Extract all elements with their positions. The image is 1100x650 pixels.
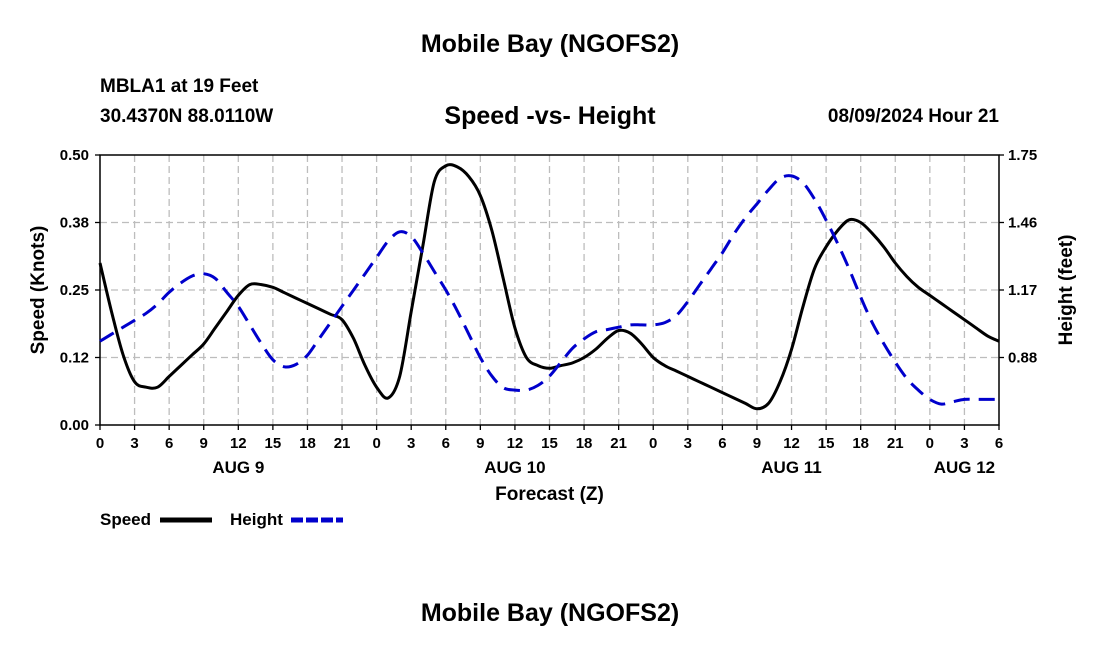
x-axis-title: Forecast (Z) bbox=[495, 484, 604, 505]
x-tick-label: 3 bbox=[684, 435, 692, 452]
page-title: Mobile Bay (NGOFS2) bbox=[420, 30, 680, 58]
legend: Speed Height bbox=[100, 510, 343, 529]
x-tick-label: 21 bbox=[610, 435, 627, 452]
x-tick-label: 12 bbox=[783, 435, 800, 452]
x-tick-label: 12 bbox=[507, 435, 524, 452]
y-tick-label: 0.00 bbox=[60, 417, 89, 434]
x-tick-label: 9 bbox=[753, 435, 761, 452]
x-tick-label: 0 bbox=[96, 435, 104, 452]
x-tick-label: 18 bbox=[299, 435, 316, 452]
x-tick-label: 6 bbox=[442, 435, 450, 452]
y-tick-label: 0.38 bbox=[60, 215, 89, 232]
station-coordinates: 30.4370N 88.0110W bbox=[100, 106, 274, 127]
x-tick-label: 3 bbox=[407, 435, 415, 452]
x-tick-label: 12 bbox=[230, 435, 247, 452]
grid bbox=[100, 155, 999, 425]
x-tick-label: 6 bbox=[165, 435, 173, 452]
y-tick-label: 0.12 bbox=[60, 350, 89, 367]
y2-tick-label: 1.46 bbox=[1008, 215, 1037, 232]
x-tick-label: 15 bbox=[265, 435, 282, 452]
x-date-label: AUG 12 bbox=[934, 458, 995, 477]
legend-speed-label: Speed bbox=[100, 510, 151, 529]
x-date-label: AUG 11 bbox=[761, 458, 821, 477]
x-tick-label: 3 bbox=[960, 435, 968, 452]
x-tick-label: 18 bbox=[576, 435, 593, 452]
x-tick-label: 6 bbox=[995, 435, 1003, 452]
x-tick-label: 0 bbox=[372, 435, 380, 452]
x-tick-label: 15 bbox=[818, 435, 835, 452]
y-tick-label: 0.50 bbox=[60, 147, 89, 164]
station-label: MBLA1 at 19 Feet bbox=[100, 76, 259, 97]
y2-axis-title: Height (feet) bbox=[1056, 235, 1077, 346]
chart-subtitle: Speed -vs- Height bbox=[444, 102, 656, 130]
x-tick-label: 9 bbox=[200, 435, 208, 452]
axis-labels: 0 3 6 9 12 15 18 21 0 3 6 9 12 15 18 21 0 3 6 9 12 15 18 21 0 3 6 0… bbox=[28, 147, 1077, 505]
series-line-speed bbox=[98, 163, 1000, 411]
x-tick-label: 0 bbox=[926, 435, 934, 452]
x-tick-label: 0 bbox=[649, 435, 657, 452]
legend-height-label: Height bbox=[230, 510, 283, 529]
y2-tick-label: 1.17 bbox=[1008, 282, 1037, 299]
x-tick-label: 6 bbox=[718, 435, 726, 452]
y2-tick-label: 0.88 bbox=[1008, 350, 1037, 367]
x-tick-label: 9 bbox=[476, 435, 484, 452]
x-tick-label: 15 bbox=[541, 435, 558, 452]
series-layer bbox=[98, 163, 1000, 411]
footer-title: Mobile Bay (NGOFS2) bbox=[420, 599, 680, 627]
x-date-label: AUG 10 bbox=[484, 458, 545, 477]
y2-tick-label: 1.75 bbox=[1008, 147, 1037, 164]
ticks bbox=[95, 154, 1004, 430]
y-axis-title: Speed (Knots) bbox=[28, 226, 49, 355]
x-tick-label: 3 bbox=[130, 435, 138, 452]
y-tick-label: 0.25 bbox=[60, 282, 89, 299]
x-tick-label: 18 bbox=[852, 435, 869, 452]
forecast-datetime: 08/09/2024 Hour 21 bbox=[827, 106, 999, 127]
x-date-label: AUG 9 bbox=[212, 458, 264, 477]
x-tick-label: 21 bbox=[334, 435, 351, 452]
x-tick-label: 21 bbox=[887, 435, 904, 452]
